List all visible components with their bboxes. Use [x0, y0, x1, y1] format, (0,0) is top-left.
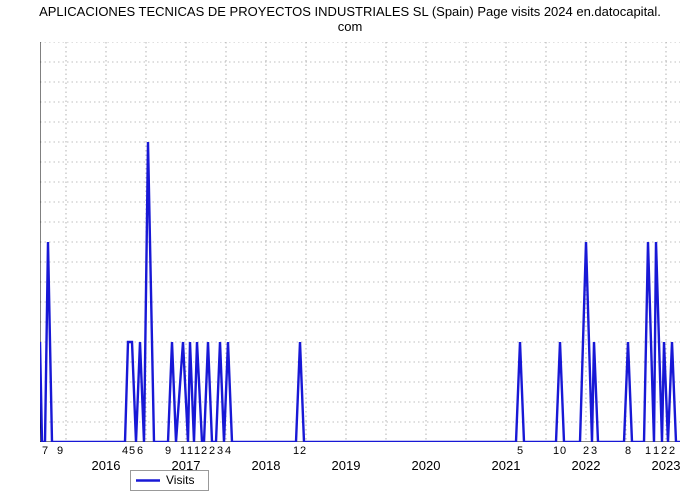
svg-text:5: 5: [517, 445, 523, 457]
plot-area: 01234: [40, 42, 680, 442]
legend-label: Visits: [166, 473, 194, 487]
chart-title-line2: com: [338, 19, 363, 34]
svg-text:2019: 2019: [332, 458, 361, 473]
svg-text:1: 1: [293, 445, 299, 457]
svg-text:2: 2: [300, 445, 306, 457]
svg-text:1: 1: [553, 445, 559, 457]
svg-text:3: 3: [217, 445, 223, 457]
legend: Visits: [130, 470, 220, 492]
svg-text:2023: 2023: [652, 458, 681, 473]
svg-text:4: 4: [122, 445, 128, 457]
svg-text:1: 1: [187, 445, 193, 457]
svg-text:2: 2: [583, 445, 589, 457]
visits-series: [40, 142, 680, 442]
svg-text:6: 6: [137, 445, 143, 457]
svg-text:2020: 2020: [412, 458, 441, 473]
svg-text:4: 4: [225, 445, 231, 457]
svg-text:0: 0: [560, 445, 566, 457]
svg-text:1: 1: [653, 445, 659, 457]
svg-text:2022: 2022: [572, 458, 601, 473]
chart-title-line1: APLICACIONES TECNICAS DE PROYECTOS INDUS…: [39, 4, 661, 19]
svg-text:1: 1: [180, 445, 186, 457]
chart-title: APLICACIONES TECNICAS DE PROYECTOS INDUS…: [0, 4, 700, 34]
svg-text:3: 3: [591, 445, 597, 457]
visits-chart: APLICACIONES TECNICAS DE PROYECTOS INDUS…: [0, 0, 700, 500]
x-minor-labels: 794569111223412510238112210: [42, 445, 700, 457]
svg-text:2: 2: [201, 445, 207, 457]
svg-text:2: 2: [209, 445, 215, 457]
svg-text:2016: 2016: [92, 458, 121, 473]
svg-text:9: 9: [57, 445, 63, 457]
svg-text:7: 7: [42, 445, 48, 457]
svg-text:1: 1: [645, 445, 651, 457]
svg-text:8: 8: [625, 445, 631, 457]
svg-text:1: 1: [194, 445, 200, 457]
svg-text:5: 5: [129, 445, 135, 457]
svg-text:9: 9: [165, 445, 171, 457]
svg-text:2018: 2018: [252, 458, 281, 473]
svg-text:2: 2: [661, 445, 667, 457]
svg-text:2021: 2021: [492, 458, 521, 473]
svg-text:2: 2: [669, 445, 675, 457]
